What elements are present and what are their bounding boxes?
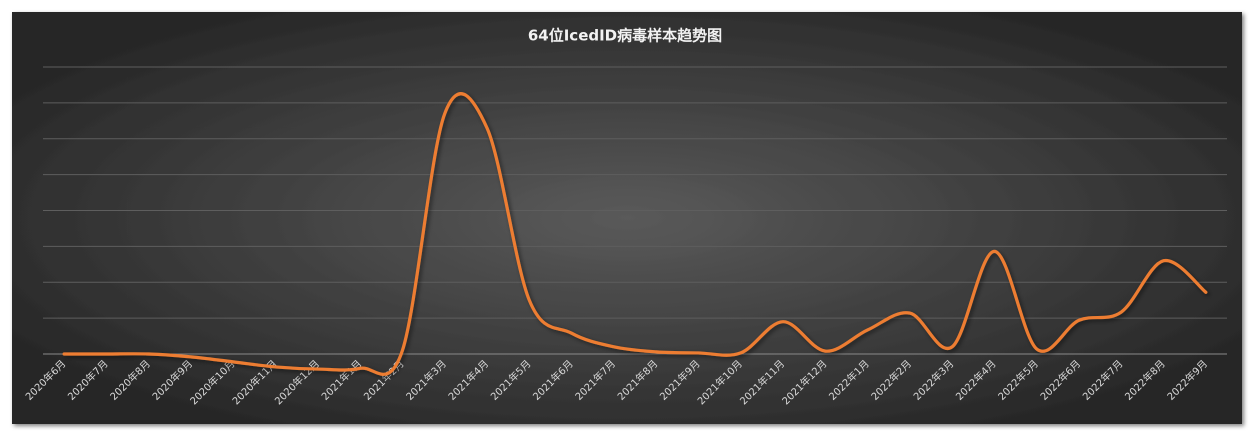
- chart-background: [12, 12, 1242, 424]
- line-series: [62, 92, 1208, 376]
- chart-title: 64位IcedID病毒样本趋势图: [528, 27, 722, 45]
